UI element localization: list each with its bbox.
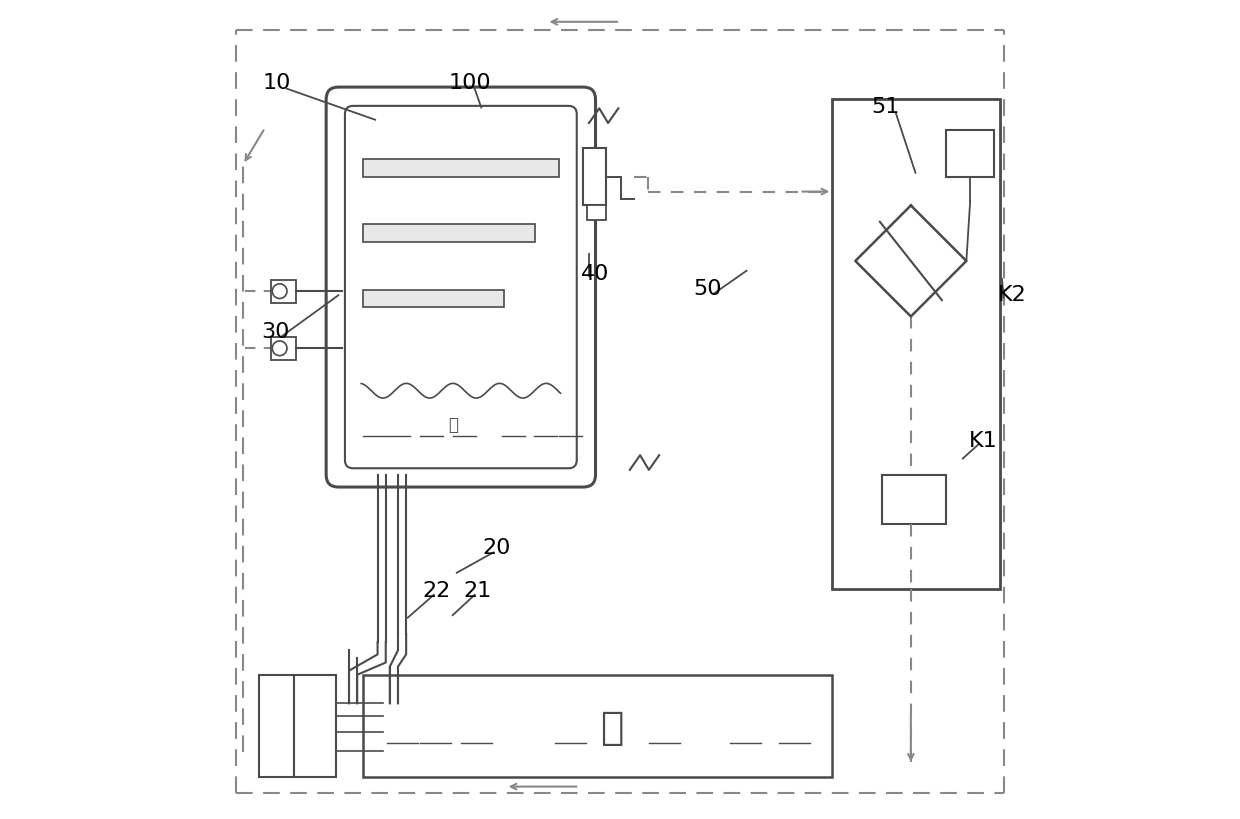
FancyBboxPatch shape: [345, 106, 577, 468]
Text: K2: K2: [998, 285, 1027, 305]
Bar: [363, 159, 559, 177]
Text: 40: 40: [580, 264, 609, 284]
Bar: [583, 148, 606, 206]
Bar: [363, 289, 503, 307]
Bar: [883, 475, 946, 524]
Bar: [272, 337, 296, 360]
Text: 21: 21: [464, 581, 491, 600]
Bar: [363, 224, 536, 242]
Text: 51: 51: [872, 97, 900, 117]
Bar: [272, 280, 296, 302]
Text: 20: 20: [482, 538, 511, 559]
Bar: [946, 129, 993, 177]
FancyBboxPatch shape: [326, 87, 595, 487]
Bar: [294, 675, 336, 776]
Bar: [363, 675, 832, 776]
Text: 50: 50: [693, 278, 722, 299]
Text: K1: K1: [970, 431, 998, 450]
Bar: [259, 675, 294, 776]
Circle shape: [273, 341, 286, 355]
Circle shape: [273, 284, 286, 298]
Text: 10: 10: [263, 73, 291, 93]
Bar: [832, 99, 999, 589]
Bar: [587, 206, 606, 220]
Text: 100: 100: [449, 73, 491, 93]
Text: 22: 22: [423, 581, 450, 600]
Text: 水: 水: [600, 708, 624, 747]
Text: 水: 水: [449, 416, 459, 434]
Text: 30: 30: [260, 322, 289, 342]
